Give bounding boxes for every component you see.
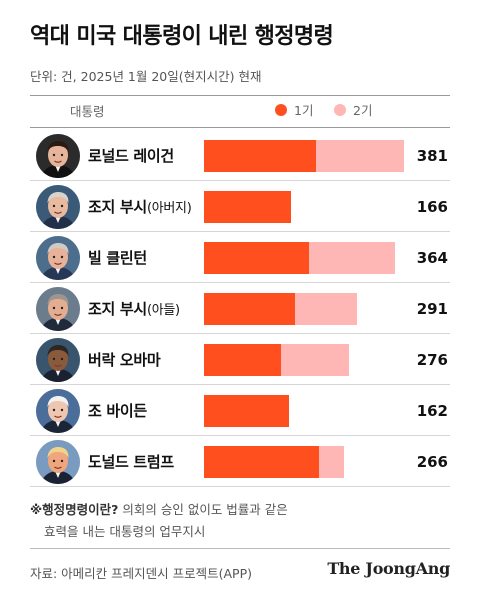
row-divider: [30, 180, 450, 181]
chart-row: 버락 오바마 276: [30, 335, 450, 385]
legend-swatch-1: [275, 103, 287, 116]
bar-term-2: [281, 344, 349, 376]
bar-term-2: [294, 293, 357, 325]
president-name-main: 빌 클린턴: [88, 249, 147, 267]
total-label: 276: [416, 351, 448, 369]
row-divider: [30, 282, 450, 283]
brand-logo: The JoongAng: [327, 559, 450, 578]
footnote-line-1: ※행정명령이란? 의회의 승인 없이도 법률과 같은: [30, 499, 288, 518]
president-portrait: [36, 236, 80, 280]
president-portrait: [36, 134, 80, 178]
bar-track: [204, 293, 404, 325]
footnote-line-2: 효력을 내는 대통령의 업무지시: [44, 524, 206, 539]
president-name-note: (아들): [146, 303, 180, 318]
source-note: 자료: 아메리칸 프레지덴시 프로젝트(APP): [30, 566, 253, 581]
bar-term-1: [204, 242, 309, 274]
president-name-main: 도널드 트럼프: [88, 453, 174, 471]
bar-term-1: [204, 293, 295, 325]
chart-subtitle: 단위: 건, 2025년 1월 20일(현지시간) 현재: [30, 69, 262, 84]
total-label: 162: [416, 402, 448, 420]
legend-swatch-2: [334, 103, 346, 116]
legend-label-2: 2기: [353, 103, 373, 118]
chart-row: 조지 부시(아들) 291: [30, 284, 450, 334]
row-divider: [30, 333, 450, 334]
bar-term-1: [204, 446, 320, 478]
bar-term-1: [204, 191, 292, 223]
president-name: 빌 클린턴: [88, 233, 147, 283]
president-name-main: 버락 오바마: [88, 351, 161, 369]
president-portrait: [36, 440, 80, 484]
chart-row: 조 바이든 162: [30, 386, 450, 436]
chart-row: 빌 클린턴 364: [30, 233, 450, 283]
president-name-note: (아버지): [146, 201, 192, 216]
bar-term-1: [204, 344, 282, 376]
legend-item-2: 2기: [334, 100, 372, 119]
bar-term-2: [308, 242, 396, 274]
president-name-main: 조지 부시: [88, 300, 147, 318]
bar-term-2: [319, 446, 344, 478]
president-portrait: [36, 389, 80, 433]
bar-term-1: [204, 395, 290, 427]
chart-row: 도널드 트럼프 266: [30, 437, 450, 487]
column-header: 대통령: [70, 104, 105, 119]
president-portrait: [36, 338, 80, 382]
total-label: 266: [416, 453, 448, 471]
president-name: 조지 부시(아들): [88, 284, 180, 334]
total-label: 364: [416, 249, 448, 267]
president-name-main: 로널드 레이건: [88, 147, 174, 165]
footer-rule: [30, 548, 450, 549]
total-label: 166: [416, 198, 448, 216]
total-label: 381: [416, 147, 448, 165]
bar-track: [204, 140, 404, 172]
row-divider: [30, 231, 450, 232]
president-portrait: [36, 287, 80, 331]
row-divider: [30, 384, 450, 385]
bar-term-1: [204, 140, 316, 172]
total-label: 291: [416, 300, 448, 318]
president-name: 로널드 레이건: [88, 131, 174, 181]
president-name: 도널드 트럼프: [88, 437, 174, 487]
legend-label-1: 1기: [294, 103, 314, 118]
footnote-lead: ※행정명령이란?: [30, 502, 119, 517]
president-name: 버락 오바마: [88, 335, 161, 385]
bar-track: [204, 344, 404, 376]
president-portrait: [36, 185, 80, 229]
footnote-text-1: 의회의 승인 없이도 법률과 같은: [118, 502, 288, 517]
president-name: 조지 부시(아버지): [88, 182, 192, 232]
chart-row: 로널드 레이건 381: [30, 131, 450, 181]
bar-term-2: [315, 140, 404, 172]
chart-title: 역대 미국 대통령이 내린 행정명령: [30, 24, 334, 49]
row-divider: [30, 435, 450, 436]
bar-track: [204, 446, 404, 478]
chart-row: 조지 부시(아버지) 166: [30, 182, 450, 232]
header-bottom-rule: [30, 127, 450, 128]
president-name: 조 바이든: [88, 386, 147, 436]
header-top-rule: [30, 95, 450, 96]
row-divider: [30, 486, 450, 487]
bar-track: [204, 395, 404, 427]
president-name-main: 조 바이든: [88, 402, 147, 420]
president-name-main: 조지 부시: [88, 198, 147, 216]
legend-item-1: 1기: [275, 100, 313, 119]
bar-track: [204, 242, 404, 274]
bar-track: [204, 191, 404, 223]
